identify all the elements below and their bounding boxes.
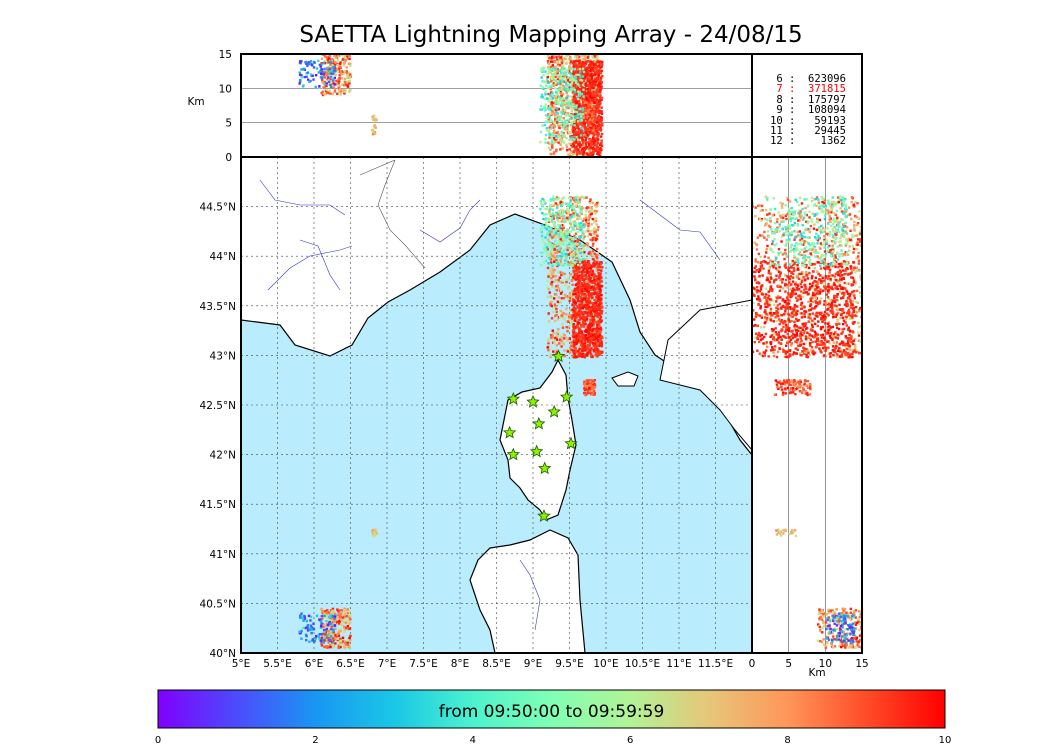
station-markers <box>502 349 578 522</box>
colorbar <box>157 689 946 729</box>
stats-row: 9 : 108094 <box>770 104 846 117</box>
lat-tick-label: 41°N <box>210 549 236 561</box>
stats-table: 6 : 623096 7 : 371815 8 : 175797 9 : 108… <box>755 74 861 147</box>
map-grid <box>241 157 752 653</box>
stats-row: 7 : 371815 <box>770 83 846 96</box>
stats-row: 6 : 623096 <box>770 73 846 85</box>
station-marker <box>547 404 561 418</box>
lon-tick-label: 11.5°E <box>698 658 733 670</box>
station-marker <box>538 461 552 475</box>
altitude-longitude-points <box>298 54 604 157</box>
sardinia <box>469 529 586 653</box>
lon-tick-label: 10°E <box>593 658 618 670</box>
altitude-axis-label: Km <box>187 96 204 108</box>
station-marker <box>526 394 540 408</box>
altitude-tick-label: 10 <box>819 658 832 670</box>
lon-tick-label: 6°E <box>305 658 324 670</box>
map-panel <box>241 157 752 653</box>
colorbar-ticks: 0 2 4 6 8 10 <box>155 735 952 746</box>
altitude-latitude-panel <box>752 157 862 653</box>
station-marker <box>529 444 544 458</box>
colorbar-label: from 09:50:00 to 09:59:59 <box>438 702 665 722</box>
colorbar-tick-label: 4 <box>470 735 476 746</box>
lon-tick-label: 5.5°E <box>263 658 292 670</box>
colorbar-tick-label: 0 <box>155 735 161 746</box>
altitude-tick-label: 5 <box>225 118 232 130</box>
station-marker <box>537 509 551 522</box>
lon-tick-label: 8°E <box>451 658 470 670</box>
chart-title: SAETTA Lightning Mapping Array - 24/08/1… <box>299 22 803 48</box>
lat-tick-label: 40°N <box>210 648 236 660</box>
lon-tick-label: 10.5°E <box>625 658 660 670</box>
lon-tick-label: 5°E <box>232 658 251 670</box>
lat-tick-label: 41.5°N <box>200 499 236 511</box>
lon-tick-label: 8.5°E <box>482 658 511 670</box>
station-marker <box>506 391 520 405</box>
lat-tick-label: 43°N <box>210 350 236 362</box>
altitude-tick-label: 10 <box>219 83 232 95</box>
lat-tick-label: 44.5°N <box>200 202 236 214</box>
altitude-axis-label: Km <box>808 667 825 679</box>
lat-tick-label: 43.5°N <box>200 301 236 313</box>
colorbar-tick-label: 10 <box>939 735 952 746</box>
stats-row: 12 : 1362 <box>770 135 846 148</box>
altitude-tick-label: 15 <box>855 658 868 670</box>
lat-tick-label: 42°N <box>210 450 236 462</box>
lat-tick-label: 44°N <box>210 251 236 263</box>
lon-tick-label: 9°E <box>524 658 543 670</box>
station-marker <box>551 349 566 363</box>
station-marker <box>532 416 546 430</box>
stats-row: 8 : 175797 <box>770 93 846 106</box>
lon-tick-label: 11°E <box>666 658 691 670</box>
elba <box>611 371 639 387</box>
altitude-tick-label: 0 <box>225 152 232 164</box>
borders <box>359 159 426 269</box>
lon-tick-label: 6.5°E <box>336 658 365 670</box>
stats-box <box>751 53 863 158</box>
stats-row: 11 : 29445 <box>770 125 846 138</box>
stats-row: 10 : 59193 <box>770 114 846 127</box>
colorbar-tick-label: 8 <box>784 735 790 746</box>
station-marker <box>506 447 520 461</box>
station-marker <box>559 390 574 403</box>
altitude-longitude-panel <box>241 54 752 157</box>
altitude-tick-label: 15 <box>219 49 232 61</box>
italy-south-coast <box>659 299 752 451</box>
colorbar-tick-label: 2 <box>312 735 318 746</box>
lon-tick-label: 9.5°E <box>555 658 584 670</box>
lon-tick-label: 7.5°E <box>409 658 438 670</box>
altitude-latitude-points <box>752 195 862 650</box>
altitude-tick-label: 5 <box>785 658 792 670</box>
station-marker <box>502 425 517 439</box>
lat-tick-label: 40.5°N <box>200 598 236 610</box>
lat-tick-label: 42.5°N <box>200 400 236 412</box>
altitude-tick-label: 0 <box>749 658 756 670</box>
colorbar-tick-label: 6 <box>627 735 633 746</box>
lon-tick-label: 7°E <box>378 658 397 670</box>
corsica <box>499 358 577 521</box>
station-marker <box>564 436 578 450</box>
map-lightning-points <box>298 195 604 650</box>
